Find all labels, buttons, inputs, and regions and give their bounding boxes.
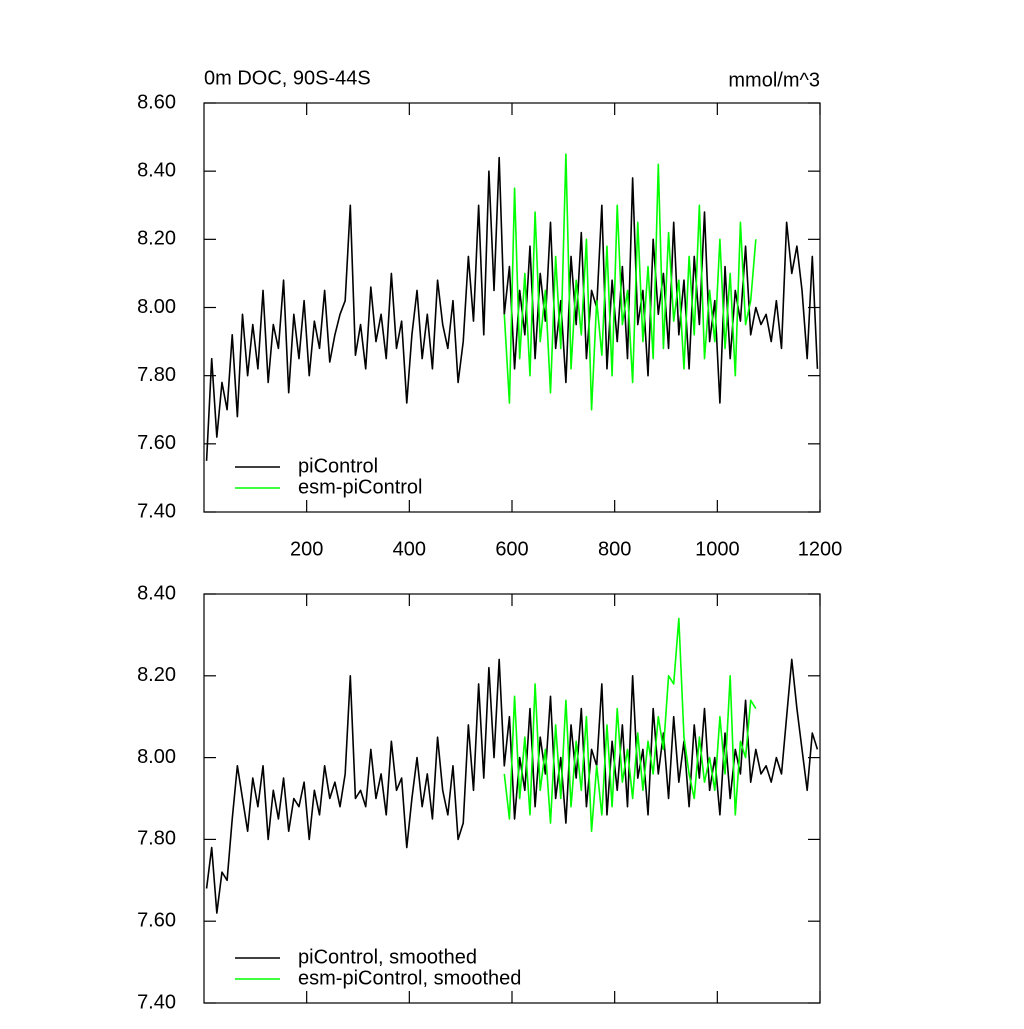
chart-title: 0m DOC, 90S-44S bbox=[204, 67, 371, 89]
legend-label: piControl bbox=[298, 455, 378, 477]
y-tick-label: 8.20 bbox=[137, 664, 176, 686]
series-line bbox=[205, 658, 819, 914]
x-tick-label: 1000 bbox=[695, 538, 740, 560]
y-tick-label: 7.40 bbox=[137, 500, 176, 522]
units-label: mmol/m^3 bbox=[728, 69, 820, 91]
y-tick-label: 8.00 bbox=[137, 746, 176, 768]
x-tick-label: 800 bbox=[598, 538, 631, 560]
x-tick-label: 400 bbox=[393, 538, 426, 560]
y-tick-label: 8.00 bbox=[137, 296, 176, 318]
plot-frame bbox=[203, 593, 821, 1004]
plot-frame bbox=[203, 102, 821, 513]
y-tick-label: 8.20 bbox=[137, 228, 176, 250]
x-tick-label: 200 bbox=[290, 538, 323, 560]
y-tick-label: 7.60 bbox=[137, 432, 176, 454]
legend-label: esm-piControl, smoothed bbox=[298, 967, 521, 989]
y-tick-label: 8.40 bbox=[137, 159, 176, 181]
series-line bbox=[503, 617, 757, 833]
legend-label: piControl, smoothed bbox=[298, 946, 477, 968]
y-tick-label: 8.60 bbox=[137, 91, 176, 113]
y-tick-label: 7.80 bbox=[137, 364, 176, 386]
x-tick-label: 600 bbox=[495, 538, 528, 560]
y-tick-label: 7.40 bbox=[137, 991, 176, 1013]
legend-label: esm-piControl bbox=[298, 476, 422, 498]
series-line bbox=[503, 153, 757, 411]
y-tick-label: 7.60 bbox=[137, 909, 176, 931]
y-tick-label: 8.40 bbox=[137, 582, 176, 604]
y-tick-label: 7.80 bbox=[137, 828, 176, 850]
x-tick-label: 1200 bbox=[798, 538, 843, 560]
